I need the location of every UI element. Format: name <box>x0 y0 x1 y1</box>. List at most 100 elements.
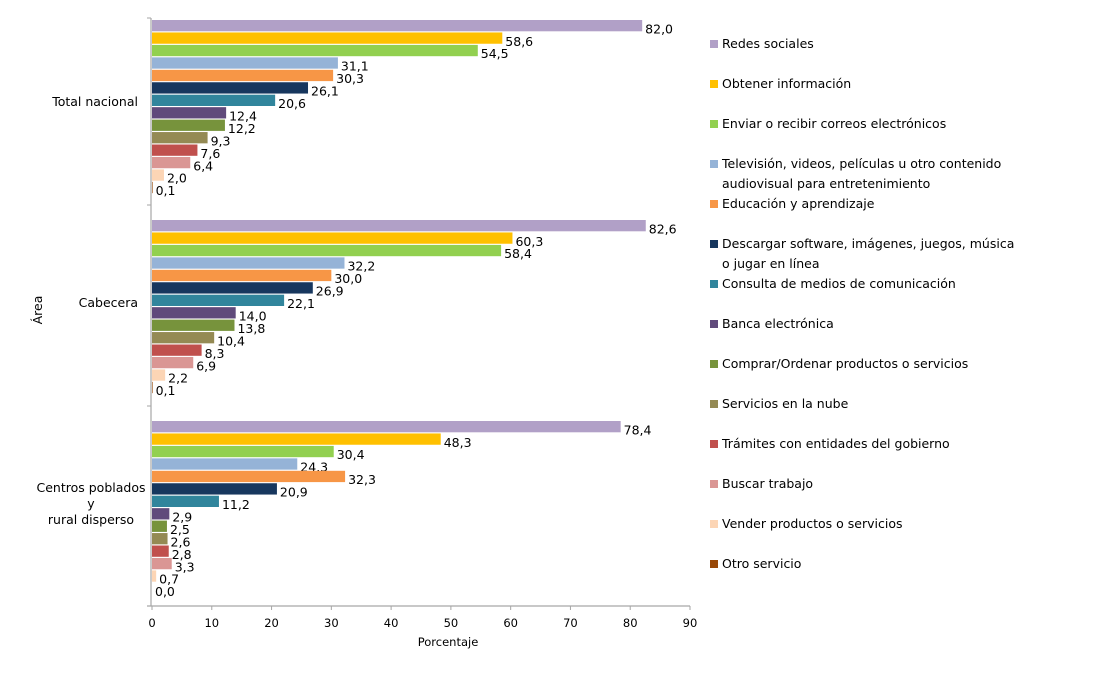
data-label: 0,7 <box>159 572 179 587</box>
legend-swatch-icon <box>710 240 718 248</box>
x-tick-label: 50 <box>444 616 459 630</box>
bar <box>152 244 502 257</box>
data-label: 82,0 <box>645 21 673 36</box>
bar <box>152 495 219 507</box>
bar <box>152 82 309 94</box>
legend-item: Otro servicio <box>710 554 801 574</box>
legend-label: Buscar trabajo <box>722 476 814 491</box>
bar <box>152 356 194 369</box>
data-label: 2,6 <box>171 534 191 549</box>
legend-swatch-icon <box>710 40 718 48</box>
x-tick-label: 30 <box>324 616 339 630</box>
legend-swatch-icon <box>710 160 718 168</box>
data-label: 32,2 <box>347 259 375 274</box>
data-label: 54,5 <box>481 46 509 61</box>
legend-item: Obtener información <box>710 74 851 94</box>
legend-label: Educación y aprendizaje <box>722 196 875 211</box>
legend-label: Trámites con entidades del gobierno <box>722 436 950 451</box>
bar <box>152 470 346 483</box>
legend-swatch-icon <box>710 440 718 448</box>
category-label: y <box>87 496 95 511</box>
legend-label: Consulta de medios de comunicación <box>722 276 956 291</box>
data-label: 0,1 <box>156 383 176 398</box>
legend-label: Redes sociales <box>722 36 814 51</box>
legend-swatch-icon <box>710 80 718 88</box>
data-label: 7,6 <box>200 146 220 161</box>
bar <box>152 545 169 557</box>
bar <box>152 44 478 57</box>
legend-label: Descargar software, imágenes, juegos, mú… <box>722 236 1015 271</box>
data-label: 32,3 <box>348 472 376 487</box>
legend-label: Banca electrónica <box>722 316 834 331</box>
data-label: 8,3 <box>205 346 225 361</box>
data-label: 0,0 <box>155 584 175 599</box>
legend-label: Obtener información <box>722 76 852 91</box>
bar <box>152 508 170 520</box>
legend-swatch-icon <box>710 520 718 528</box>
bar <box>152 69 334 82</box>
data-label: 26,1 <box>311 84 339 99</box>
legend-label: Enviar o recibir correos electrónicos <box>722 116 947 131</box>
bar <box>152 282 313 294</box>
bars-layer: 82,058,654,531,130,326,120,612,412,29,37… <box>152 20 677 599</box>
bar <box>152 332 215 344</box>
data-label: 31,1 <box>341 59 369 74</box>
data-label: 2,2 <box>168 371 188 386</box>
x-tick-label: 0 <box>148 616 155 630</box>
bar <box>152 20 643 32</box>
data-label: 2,8 <box>172 547 192 562</box>
bar <box>152 433 441 445</box>
data-label: 2,0 <box>167 171 187 186</box>
bar <box>152 232 513 244</box>
data-label: 48,3 <box>444 435 472 450</box>
data-label: 82,6 <box>649 221 677 236</box>
data-label: 20,9 <box>280 485 308 500</box>
legend-item: Consulta de medios de comunicación <box>710 274 956 294</box>
x-tick-label: 90 <box>683 616 698 630</box>
category-label: Total nacional <box>51 94 138 109</box>
data-label: 11,2 <box>222 497 250 512</box>
data-label: 6,9 <box>196 358 216 373</box>
bar <box>152 257 345 269</box>
data-label: 2,9 <box>172 509 192 524</box>
legend-item: Enviar o recibir correos electrónicos <box>710 114 946 134</box>
bar <box>152 32 503 44</box>
bar <box>152 294 285 306</box>
bar <box>152 369 166 381</box>
legend-item: Servicios en la nube <box>710 394 848 414</box>
bar <box>152 169 164 181</box>
bar <box>152 319 235 331</box>
data-label: 58,4 <box>504 246 532 261</box>
bar <box>152 483 277 495</box>
x-tick-label: 70 <box>563 616 578 630</box>
data-label: 3,3 <box>175 559 195 574</box>
bar <box>152 107 227 119</box>
legend-label: Servicios en la nube <box>722 396 849 411</box>
bar <box>152 119 225 131</box>
x-axis-label: Porcentaje <box>418 635 479 649</box>
data-label: 22,1 <box>287 296 315 311</box>
legend-swatch-icon <box>710 560 718 568</box>
legend-item: Educación y aprendizaje <box>710 194 874 214</box>
bar <box>152 132 208 144</box>
data-label: 58,6 <box>505 34 533 49</box>
bar <box>152 458 298 470</box>
category-label: Cabecera <box>79 295 138 310</box>
legend-swatch-icon <box>710 320 718 328</box>
x-tick-label: 20 <box>264 616 279 630</box>
legend-item: Banca electrónica <box>710 314 834 334</box>
data-label: 14,0 <box>239 308 267 323</box>
data-label: 10,4 <box>217 333 245 348</box>
bar <box>152 344 202 356</box>
x-tick-label: 80 <box>623 616 638 630</box>
data-label: 9,3 <box>211 133 231 148</box>
legend-label: Vender productos o servicios <box>722 516 903 531</box>
legend-item: Trámites con entidades del gobierno <box>710 434 950 454</box>
legend-item: Descargar software, imágenes, juegos, mú… <box>710 234 1014 274</box>
y-axis-label: Área <box>30 296 45 325</box>
legend-swatch-icon <box>710 280 718 288</box>
legend-swatch-icon <box>710 120 718 128</box>
data-label: 60,3 <box>515 234 543 249</box>
legend-item: Vender productos o servicios <box>710 514 902 534</box>
